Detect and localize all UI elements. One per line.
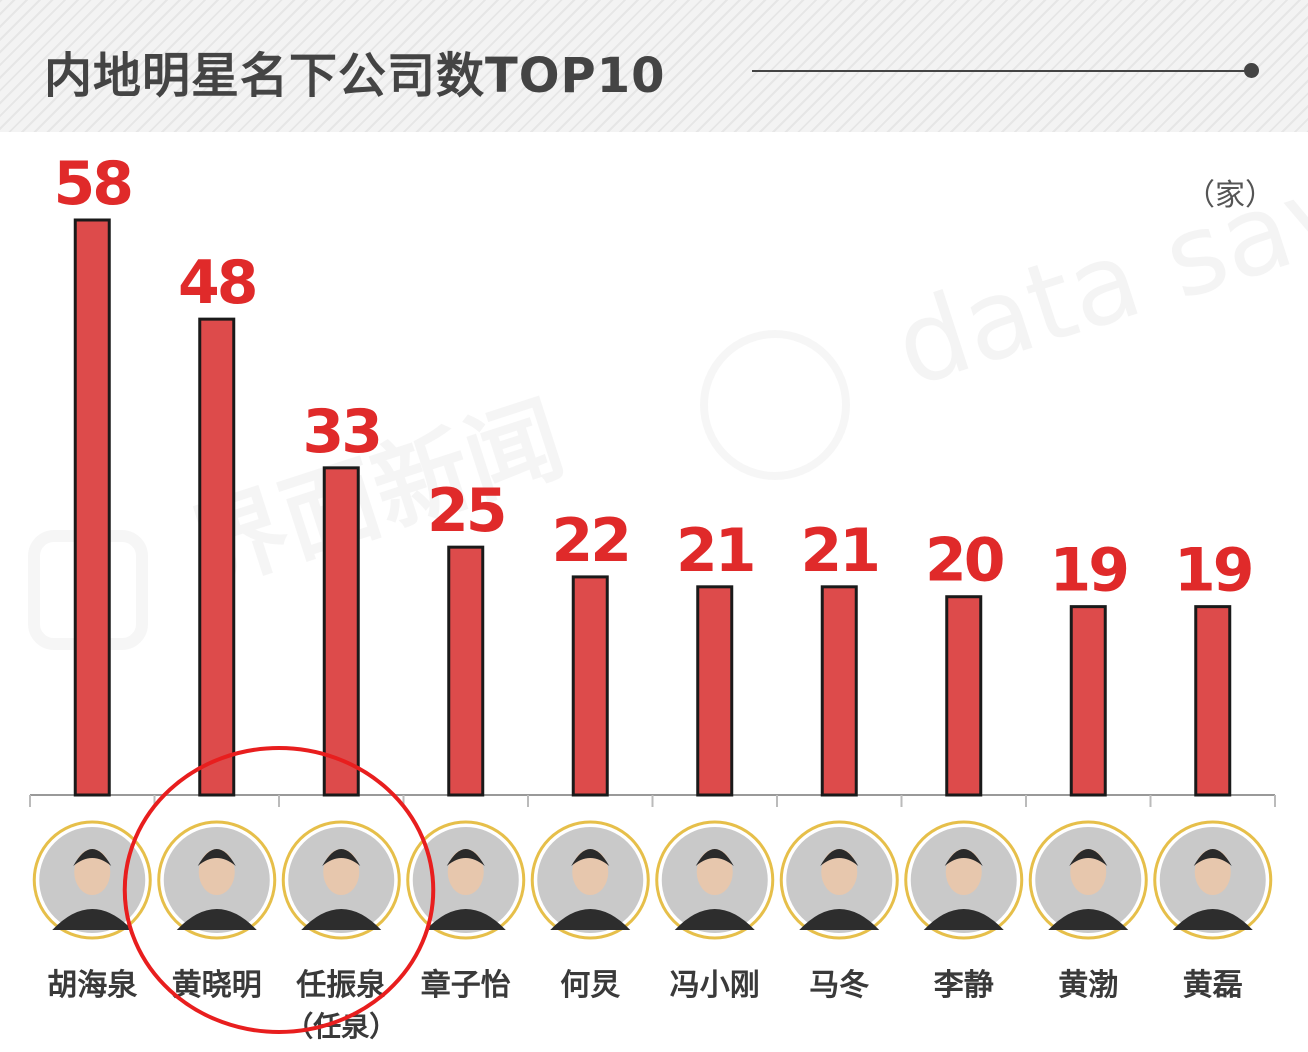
category-label: 黄磊 bbox=[1183, 968, 1243, 1003]
bar-1 bbox=[73, 218, 111, 797]
title-rule-dot bbox=[1244, 63, 1259, 78]
value-label: 25 bbox=[427, 476, 505, 546]
value-label: 22 bbox=[552, 506, 630, 576]
avatar-head bbox=[1194, 849, 1231, 895]
avatar-body bbox=[674, 909, 755, 930]
value-label: 33 bbox=[303, 397, 381, 467]
avatar-head bbox=[74, 849, 111, 895]
value-label: 19 bbox=[1174, 536, 1252, 606]
category-label: 冯小刚 bbox=[670, 968, 760, 1003]
avatar-body bbox=[799, 909, 880, 930]
avatar-hair bbox=[322, 849, 361, 866]
category-label: 李静 bbox=[934, 968, 994, 1003]
bar-5 bbox=[571, 575, 609, 797]
avatar-head bbox=[945, 849, 982, 895]
bar-2 bbox=[198, 317, 236, 797]
avatar-hair bbox=[446, 849, 485, 866]
avatar-hair bbox=[820, 849, 859, 866]
value-label: 58 bbox=[54, 149, 132, 219]
chart-title: 内地明星名下公司数TOP10 bbox=[44, 48, 666, 104]
category-label: 马冬 bbox=[809, 968, 869, 1003]
avatar-head bbox=[198, 849, 235, 895]
bar-8 bbox=[945, 595, 983, 797]
value-label: 21 bbox=[676, 516, 754, 586]
avatar-head bbox=[1070, 849, 1107, 895]
title-rule bbox=[752, 70, 1252, 72]
bar-3 bbox=[322, 466, 360, 797]
category-label: 何炅 bbox=[560, 968, 620, 1003]
category-label: 任振泉 bbox=[295, 968, 386, 1003]
category-label: 黄晓明 bbox=[172, 968, 262, 1003]
header-band bbox=[0, 0, 1308, 132]
bar-10 bbox=[1194, 605, 1232, 797]
value-label: 20 bbox=[925, 526, 1003, 596]
bar-4 bbox=[447, 545, 485, 797]
avatar-hair bbox=[695, 849, 734, 866]
category-note: （任泉） bbox=[285, 1010, 397, 1043]
avatar-head bbox=[696, 849, 733, 895]
bar-9 bbox=[1069, 605, 1107, 797]
avatar-head bbox=[572, 849, 609, 895]
avatar-hair bbox=[1193, 849, 1232, 866]
bar-6 bbox=[696, 585, 734, 797]
avatar-body bbox=[1048, 909, 1129, 930]
highlight-circle bbox=[122, 746, 436, 1034]
avatar-body bbox=[550, 909, 631, 930]
avatar-hair bbox=[197, 849, 236, 866]
avatar-body bbox=[301, 909, 382, 930]
avatar-body bbox=[176, 909, 257, 930]
avatar-body bbox=[52, 909, 133, 930]
avatar-hair bbox=[944, 849, 983, 866]
avatar-hair bbox=[1069, 849, 1108, 866]
avatar-head bbox=[447, 849, 484, 895]
value-label: 21 bbox=[801, 516, 879, 586]
avatar-body bbox=[1172, 909, 1253, 930]
category-label: 黄渤 bbox=[1058, 968, 1118, 1003]
value-label: 19 bbox=[1050, 536, 1128, 606]
category-label: 章子怡 bbox=[421, 968, 511, 1003]
bar-7 bbox=[820, 585, 858, 797]
unit-label: （家） bbox=[1185, 178, 1275, 213]
avatar-hair bbox=[571, 849, 610, 866]
avatar-head bbox=[323, 849, 360, 895]
value-label: 48 bbox=[178, 248, 256, 318]
avatar-head bbox=[821, 849, 858, 895]
category-label: 胡海泉 bbox=[47, 968, 137, 1003]
avatar-body bbox=[923, 909, 1004, 930]
avatar-body bbox=[425, 909, 506, 930]
avatar-hair bbox=[73, 849, 112, 866]
